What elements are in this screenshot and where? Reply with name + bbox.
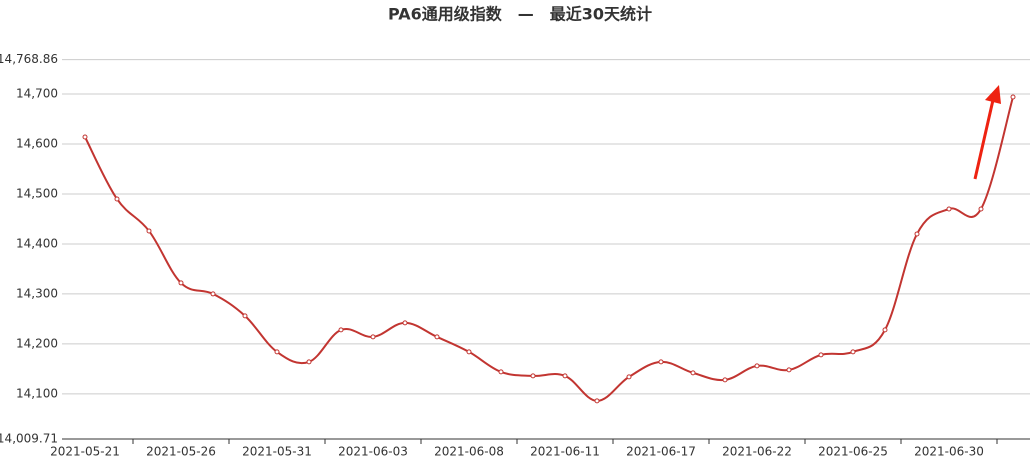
point: [818, 352, 824, 358]
x-tick-label: 2021-06-25: [818, 445, 888, 459]
point: [178, 280, 184, 286]
point: [498, 369, 504, 375]
x-tick-label: 2021-06-11: [530, 445, 600, 459]
y-tick-label: 14,200: [16, 336, 58, 350]
x-tick-label: 2021-05-26: [146, 445, 216, 459]
y-tick-label: 14,400: [16, 236, 58, 250]
x-tick-label: 2021-05-31: [242, 445, 312, 459]
chart-title: PA6通用级指数 — 最近30天统计: [388, 5, 652, 24]
point: [562, 373, 568, 379]
point: [530, 373, 536, 379]
point: [82, 134, 88, 140]
arrow-annotation: [973, 85, 1001, 180]
point: [754, 363, 760, 369]
point: [274, 349, 280, 355]
point: [882, 327, 888, 333]
point: [594, 398, 600, 404]
line: [84, 96, 1014, 402]
point: [658, 359, 664, 365]
y-tick-label: 14,009.71: [0, 432, 58, 446]
point: [626, 374, 632, 380]
point: [210, 291, 216, 297]
point: [306, 359, 312, 365]
y-tick-label: 14,100: [16, 386, 58, 400]
point: [850, 349, 856, 355]
point: [466, 349, 472, 355]
x-tick-label: 2021-06-22: [722, 445, 792, 459]
point: [114, 196, 120, 202]
point: [690, 370, 696, 376]
point: [402, 320, 408, 326]
y-tick-label: 14,700: [16, 87, 58, 101]
y-tick-label: 14,500: [16, 186, 58, 200]
point: [338, 327, 344, 333]
point: [146, 228, 152, 234]
point: [434, 334, 440, 340]
y-tick-label: 14,768.86: [0, 52, 58, 66]
x-tick-label: 2021-06-08: [434, 445, 504, 459]
point: [722, 377, 728, 383]
x-tick-label: 2021-05-21: [50, 445, 120, 459]
point: [786, 367, 792, 373]
x-tick-label: 2021-06-03: [338, 445, 408, 459]
x-tick-label: 2021-06-17: [626, 445, 696, 459]
x-tick-label: 2021-06-30: [914, 445, 984, 459]
point: [242, 313, 248, 319]
point: [946, 206, 952, 212]
point: [1010, 94, 1016, 100]
y-tick-label: 14,600: [16, 136, 58, 150]
y-tick-label: 14,300: [16, 286, 58, 300]
point: [370, 334, 376, 340]
point: [978, 206, 984, 212]
point: [914, 231, 920, 237]
